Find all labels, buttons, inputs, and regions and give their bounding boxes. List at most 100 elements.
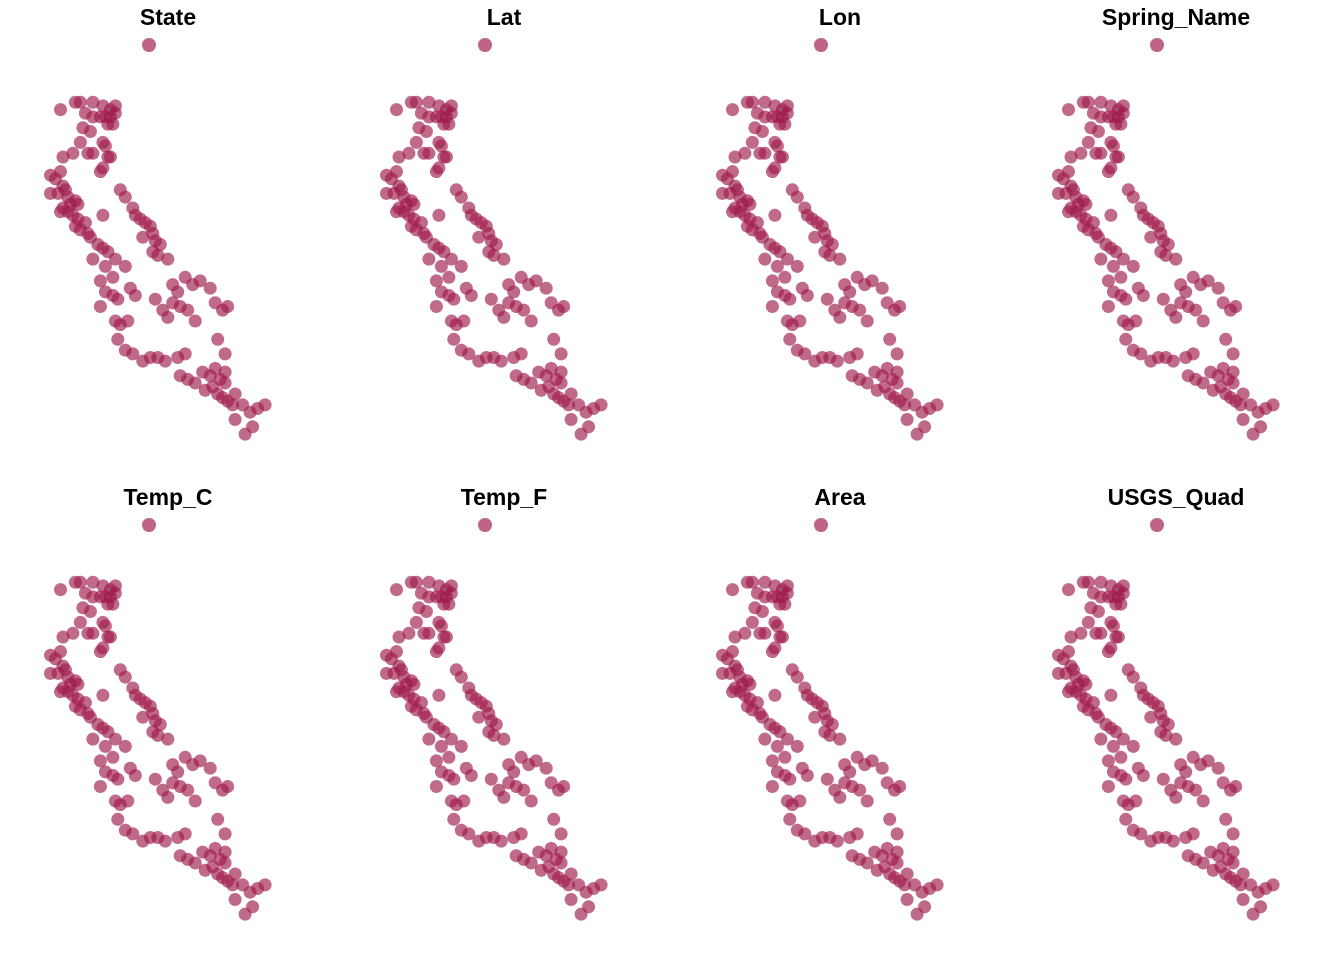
- data-point: [429, 300, 443, 313]
- data-point: [1119, 812, 1133, 826]
- data-point: [161, 732, 175, 746]
- data-point: [830, 834, 844, 848]
- data-point: [226, 878, 240, 892]
- data-point: [462, 827, 476, 841]
- data-point: [126, 827, 140, 841]
- data-point: [434, 619, 448, 633]
- data-point: [574, 427, 588, 441]
- data-point: [783, 292, 797, 306]
- data-point: [457, 794, 471, 808]
- data-point: [1159, 248, 1173, 262]
- data-point: [198, 863, 212, 877]
- data-point: [218, 347, 232, 361]
- data-point: [726, 645, 739, 659]
- data-point: [1052, 186, 1065, 200]
- data-point: [539, 281, 553, 295]
- data-point: [1196, 794, 1210, 808]
- data-point: [778, 270, 792, 284]
- data-point: [429, 645, 443, 659]
- data-point: [574, 907, 588, 921]
- data-point: [775, 150, 789, 164]
- data-point: [1114, 270, 1128, 284]
- data-point: [136, 230, 150, 244]
- data-point: [158, 354, 172, 368]
- data-point: [211, 812, 225, 826]
- data-point: [464, 289, 478, 302]
- data-point: [883, 812, 897, 826]
- data-point: [594, 878, 608, 892]
- data-point: [820, 772, 834, 786]
- data-point: [188, 314, 202, 328]
- data-point: [930, 398, 944, 412]
- data-point: [439, 150, 453, 164]
- data-point: [447, 772, 461, 786]
- data-point: [1064, 150, 1078, 164]
- data-point: [121, 794, 135, 808]
- data-point: [768, 208, 782, 222]
- data-point: [128, 769, 142, 782]
- data-point: [181, 303, 195, 317]
- data-point: [390, 165, 403, 179]
- data-point: [390, 205, 403, 219]
- data-point: [1189, 783, 1203, 797]
- data-point: [158, 834, 172, 848]
- data-point: [554, 347, 568, 361]
- data-point: [1101, 274, 1115, 288]
- legend-marker: [478, 518, 492, 532]
- data-point: [1094, 252, 1108, 266]
- data-point: [554, 827, 568, 841]
- data-point: [1062, 165, 1075, 179]
- scatter-map: [380, 575, 608, 921]
- data-point: [890, 856, 904, 870]
- data-point: [83, 605, 97, 618]
- data-point: [780, 106, 794, 120]
- data-point: [562, 878, 576, 892]
- data-point: [843, 765, 857, 779]
- data-point: [56, 630, 70, 644]
- data-point: [910, 907, 924, 921]
- data-point: [66, 146, 80, 160]
- data-point: [151, 248, 165, 262]
- data-point: [780, 252, 794, 266]
- data-point: [1236, 387, 1250, 401]
- data-point: [1062, 645, 1075, 659]
- data-point: [780, 732, 794, 746]
- data-point: [218, 856, 232, 870]
- data-point: [462, 347, 476, 361]
- panel-title: State: [139, 4, 197, 30]
- data-point: [1116, 732, 1130, 746]
- data-point: [850, 347, 864, 361]
- data-point: [419, 605, 433, 618]
- data-point: [843, 285, 857, 299]
- panel-title: Temp_F: [460, 484, 548, 510]
- data-point: [380, 666, 393, 680]
- data-point: [464, 769, 478, 782]
- data-point: [198, 383, 212, 397]
- data-point: [1196, 376, 1210, 390]
- data-point: [98, 739, 112, 753]
- data-point: [1064, 630, 1078, 644]
- data-point: [1081, 575, 1095, 589]
- data-point: [1229, 300, 1243, 313]
- data-point: [833, 790, 847, 804]
- data-point: [783, 812, 797, 826]
- data-point: [54, 165, 67, 179]
- data-point: [1119, 292, 1133, 306]
- data-point: [1101, 780, 1115, 793]
- data-point: [161, 790, 175, 804]
- data-point: [93, 300, 107, 313]
- data-point: [1114, 117, 1128, 131]
- data-point: [228, 413, 242, 426]
- data-point: [564, 413, 578, 426]
- data-point: [930, 878, 944, 892]
- data-point: [54, 103, 67, 117]
- data-point: [171, 765, 185, 779]
- data-point: [178, 827, 192, 841]
- data-point: [454, 739, 468, 753]
- data-point: [103, 630, 117, 644]
- data-point: [1179, 765, 1193, 779]
- data-point: [258, 878, 272, 892]
- data-point: [203, 761, 217, 775]
- data-point: [93, 274, 107, 288]
- data-point: [1106, 739, 1120, 753]
